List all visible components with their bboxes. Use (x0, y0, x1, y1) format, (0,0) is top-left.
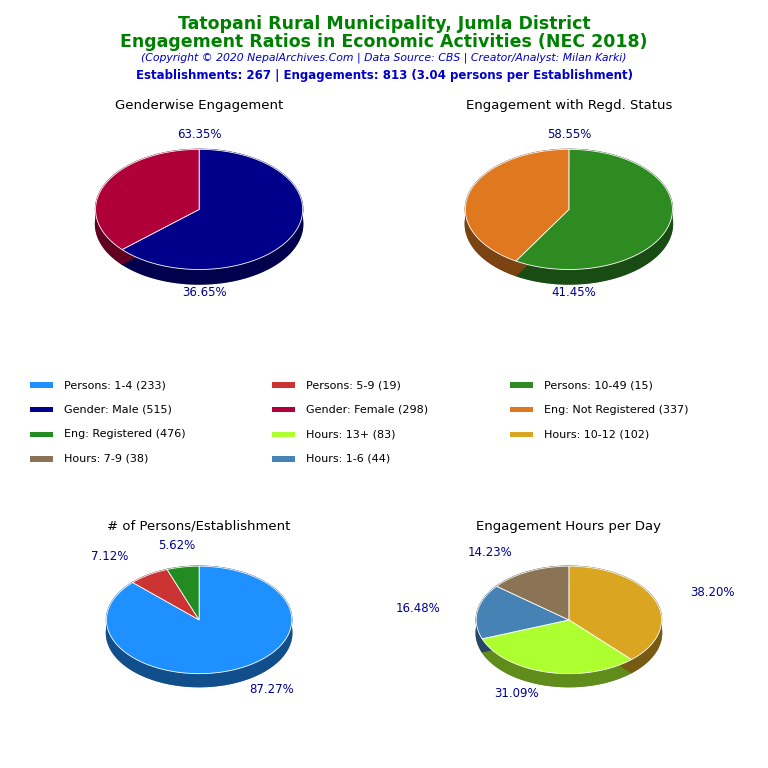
Polygon shape (107, 566, 292, 674)
Text: 58.55%: 58.55% (547, 127, 591, 141)
Text: 41.45%: 41.45% (551, 286, 597, 299)
Polygon shape (482, 639, 631, 687)
FancyBboxPatch shape (272, 407, 295, 412)
Text: Gender: Male (515): Gender: Male (515) (65, 405, 172, 415)
Polygon shape (122, 210, 199, 264)
Polygon shape (122, 149, 303, 270)
Polygon shape (133, 582, 199, 633)
FancyBboxPatch shape (30, 382, 53, 388)
FancyBboxPatch shape (30, 432, 53, 437)
Polygon shape (133, 570, 199, 620)
Polygon shape (465, 164, 673, 284)
Polygon shape (482, 620, 569, 652)
Polygon shape (133, 570, 167, 595)
FancyBboxPatch shape (30, 456, 53, 462)
Polygon shape (167, 570, 199, 633)
Title: Engagement with Regd. Status: Engagement with Regd. Status (465, 99, 672, 112)
Text: Eng: Registered (476): Eng: Registered (476) (65, 429, 186, 439)
Polygon shape (167, 566, 199, 620)
Polygon shape (516, 149, 673, 284)
Polygon shape (133, 582, 199, 633)
Polygon shape (497, 566, 569, 599)
Text: 63.35%: 63.35% (177, 127, 221, 141)
Polygon shape (497, 586, 569, 633)
Polygon shape (107, 579, 292, 687)
Polygon shape (497, 566, 569, 620)
Text: Persons: 5-9 (19): Persons: 5-9 (19) (306, 380, 401, 390)
Title: # of Persons/Establishment: # of Persons/Establishment (108, 520, 291, 532)
Text: Hours: 13+ (83): Hours: 13+ (83) (306, 429, 396, 439)
Title: Genderwise Engagement: Genderwise Engagement (115, 99, 283, 112)
Text: Establishments: 267 | Engagements: 813 (3.04 persons per Establishment): Establishments: 267 | Engagements: 813 (… (135, 69, 633, 82)
Polygon shape (167, 570, 199, 633)
Text: Hours: 7-9 (38): Hours: 7-9 (38) (65, 454, 148, 464)
Text: Gender: Female (298): Gender: Female (298) (306, 405, 428, 415)
FancyBboxPatch shape (30, 407, 53, 412)
Polygon shape (476, 586, 569, 639)
Polygon shape (107, 566, 292, 687)
Polygon shape (569, 566, 661, 673)
Polygon shape (95, 149, 199, 264)
Polygon shape (95, 149, 199, 250)
Polygon shape (569, 620, 631, 673)
FancyBboxPatch shape (272, 456, 295, 462)
Text: Eng: Not Registered (337): Eng: Not Registered (337) (545, 405, 689, 415)
FancyBboxPatch shape (272, 432, 295, 437)
Polygon shape (482, 620, 631, 674)
Text: Engagement Ratios in Economic Activities (NEC 2018): Engagement Ratios in Economic Activities… (121, 33, 647, 51)
Text: Tatopani Rural Municipality, Jumla District: Tatopani Rural Municipality, Jumla Distr… (177, 15, 591, 33)
Text: Hours: 10-12 (102): Hours: 10-12 (102) (545, 429, 650, 439)
Polygon shape (167, 566, 199, 582)
FancyBboxPatch shape (511, 407, 534, 412)
Text: 36.65%: 36.65% (182, 286, 227, 299)
Polygon shape (516, 210, 569, 276)
Polygon shape (497, 586, 569, 633)
Text: 14.23%: 14.23% (468, 545, 513, 558)
Polygon shape (465, 149, 569, 261)
Text: Hours: 1-6 (44): Hours: 1-6 (44) (306, 454, 390, 464)
Text: (Copyright © 2020 NepalArchives.Com | Data Source: CBS | Creator/Analyst: Milan : (Copyright © 2020 NepalArchives.Com | Da… (141, 53, 627, 64)
Polygon shape (476, 586, 497, 652)
Text: 5.62%: 5.62% (157, 539, 195, 552)
Polygon shape (476, 579, 661, 687)
Text: Persons: 1-4 (233): Persons: 1-4 (233) (65, 380, 166, 390)
Text: 31.09%: 31.09% (494, 687, 538, 700)
FancyBboxPatch shape (511, 382, 534, 388)
FancyBboxPatch shape (511, 432, 534, 437)
Polygon shape (482, 620, 569, 652)
Text: 38.20%: 38.20% (690, 586, 734, 599)
Text: 87.27%: 87.27% (250, 683, 294, 696)
Polygon shape (122, 149, 303, 284)
Polygon shape (569, 620, 631, 673)
Polygon shape (569, 566, 661, 660)
Text: Persons: 10-49 (15): Persons: 10-49 (15) (545, 380, 653, 390)
Polygon shape (516, 210, 569, 276)
Polygon shape (465, 149, 569, 276)
Title: Engagement Hours per Day: Engagement Hours per Day (476, 520, 661, 532)
Polygon shape (122, 210, 199, 264)
Text: 7.12%: 7.12% (91, 551, 128, 564)
Polygon shape (516, 149, 673, 270)
Text: 16.48%: 16.48% (396, 601, 441, 614)
FancyBboxPatch shape (272, 382, 295, 388)
Polygon shape (95, 164, 303, 284)
